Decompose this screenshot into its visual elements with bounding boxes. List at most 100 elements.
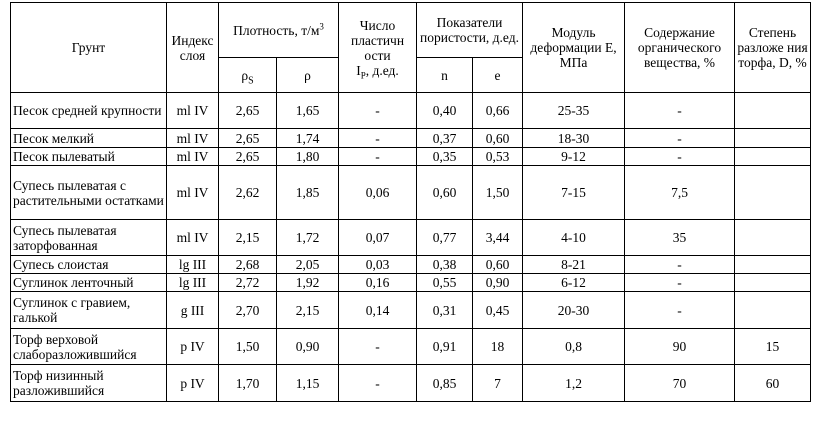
cell-rho-s: 2,65 xyxy=(218,92,277,129)
cell-soil: Суглинок с гравием, галькой xyxy=(10,291,167,329)
cell-soil: Торф низинный разложившийся xyxy=(10,364,167,402)
cell-n: 0,91 xyxy=(416,328,474,365)
cell-n: 0,85 xyxy=(416,364,474,402)
cell-ip: 0,03 xyxy=(338,255,418,274)
cell-rho: 2,05 xyxy=(275,255,340,274)
header-plasticity-label: Число пластичн ости xyxy=(350,17,405,63)
cell-n: 0,55 xyxy=(416,273,474,292)
cell-rho-s: 2,72 xyxy=(218,273,277,292)
cell-index: g III xyxy=(166,291,219,329)
cell-rho-s: 2,15 xyxy=(218,219,277,256)
cell-n: 0,31 xyxy=(416,291,474,329)
cell-rho: 1,65 xyxy=(275,92,340,129)
header-porosity: Показатели пористости, д.ед. xyxy=(416,2,524,58)
cell-rho: 1,74 xyxy=(275,128,340,148)
cell-e: 0,45 xyxy=(472,291,524,329)
rho-s-sub: S xyxy=(248,75,254,87)
cell-decomp xyxy=(734,92,812,129)
cell-organic: 90 xyxy=(624,328,736,365)
cell-soil: Супесь слоистая xyxy=(10,255,167,274)
cell-organic: - xyxy=(624,291,736,329)
plasticity-symbol: I xyxy=(356,62,361,78)
cell-rho-s: 2,65 xyxy=(218,128,277,148)
cell-ip: - xyxy=(338,364,418,402)
cell-organic: - xyxy=(624,255,736,274)
cell-decomp: 15 xyxy=(734,328,812,365)
cell-decomp xyxy=(734,291,812,329)
header-organic: Содержание органического вещества, % xyxy=(624,2,736,93)
cell-n: 0,38 xyxy=(416,255,474,274)
cell-e: 0,60 xyxy=(472,255,524,274)
header-density-label: Плотность, т/м xyxy=(233,22,320,38)
table-row: Песок мелкий ml IV 2,65 1,74 - 0,37 0,60… xyxy=(10,128,812,148)
cell-ip: - xyxy=(338,92,418,129)
plasticity-unit: , д.ед. xyxy=(365,62,399,78)
table-row: Песок средней крупности ml IV 2,65 1,65 … xyxy=(10,92,812,129)
cell-index: p IV xyxy=(166,364,219,402)
cell-index: ml IV xyxy=(166,219,219,256)
cell-index: lg III xyxy=(166,273,219,292)
cell-modulus: 20-30 xyxy=(522,291,626,329)
cell-decomp xyxy=(734,273,812,292)
cell-soil: Песок мелкий xyxy=(10,128,167,148)
table-row: Песок пылеватый ml IV 2,65 1,80 - 0,35 0… xyxy=(10,147,812,166)
cell-organic: - xyxy=(624,273,736,292)
cell-index: ml IV xyxy=(166,128,219,148)
cell-e: 7 xyxy=(472,364,524,402)
cell-modulus: 8-21 xyxy=(522,255,626,274)
cell-decomp xyxy=(734,165,812,220)
cell-soil: Суглинок ленточный xyxy=(10,273,167,292)
table-row: Торф верховой слаборазложившийся p IV 1,… xyxy=(10,328,812,365)
cell-rho-s: 1,70 xyxy=(218,364,277,402)
header-soil: Грунт xyxy=(10,2,167,93)
cell-n: 0,37 xyxy=(416,128,474,148)
cell-modulus: 6-12 xyxy=(522,273,626,292)
cell-organic: - xyxy=(624,128,736,148)
cell-rho-s: 2,62 xyxy=(218,165,277,220)
header-layer-index: Индекс слоя xyxy=(166,2,219,93)
header-rho-s: ρS xyxy=(218,57,277,93)
header-row-1: Грунт Индекс слоя Плотность, т/м3 Число … xyxy=(10,2,812,93)
cell-n: 0,77 xyxy=(416,219,474,256)
cell-rho: 1,92 xyxy=(275,273,340,292)
table-row: Суглинок ленточный lg III 2,72 1,92 0,16… xyxy=(10,273,812,292)
cell-soil: Супесь пылеватая заторфованная xyxy=(10,219,167,256)
cell-modulus: 4-10 xyxy=(522,219,626,256)
cell-index: p IV xyxy=(166,328,219,365)
header-rho: ρ xyxy=(275,57,340,93)
cell-ip: 0,14 xyxy=(338,291,418,329)
cell-rho: 2,15 xyxy=(275,291,340,329)
cell-decomp xyxy=(734,255,812,274)
cell-e: 0,60 xyxy=(472,128,524,148)
cell-ip: - xyxy=(338,328,418,365)
cell-ip: 0,07 xyxy=(338,219,418,256)
header-porosity-e: e xyxy=(472,57,524,93)
cell-soil: Песок пылеватый xyxy=(10,147,167,166)
cell-n: 0,40 xyxy=(416,92,474,129)
table-row: Торф низинный разложившийся p IV 1,70 1,… xyxy=(10,364,812,402)
cell-index: lg III xyxy=(166,255,219,274)
cell-organic: - xyxy=(624,92,736,129)
cell-modulus: 7-15 xyxy=(522,165,626,220)
table-row: Супесь пылеватая заторфованная ml IV 2,1… xyxy=(10,219,812,256)
cell-organic: 35 xyxy=(624,219,736,256)
cell-soil: Супесь пылеватая с растительными остатка… xyxy=(10,165,167,220)
cell-soil: Песок средней крупности xyxy=(10,92,167,129)
rho-s-symbol: ρ xyxy=(241,67,249,83)
cell-modulus: 0,8 xyxy=(522,328,626,365)
cell-rho-s: 2,68 xyxy=(218,255,277,274)
cell-modulus: 1,2 xyxy=(522,364,626,402)
cell-rho: 1,80 xyxy=(275,147,340,166)
header-plasticity-symbol: IP, д.ед. xyxy=(341,62,414,80)
cell-n: 0,60 xyxy=(416,165,474,220)
cell-rho: 0,90 xyxy=(275,328,340,365)
table-row: Супесь пылеватая с растительными остатка… xyxy=(10,165,812,220)
cell-organic: 7,5 xyxy=(624,165,736,220)
cell-rho: 1,85 xyxy=(275,165,340,220)
header-density-unit-sup: 3 xyxy=(319,21,324,31)
cell-index: ml IV xyxy=(166,165,219,220)
cell-e: 18 xyxy=(472,328,524,365)
cell-ip: - xyxy=(338,128,418,148)
cell-e: 0,66 xyxy=(472,92,524,129)
cell-modulus: 9-12 xyxy=(522,147,626,166)
